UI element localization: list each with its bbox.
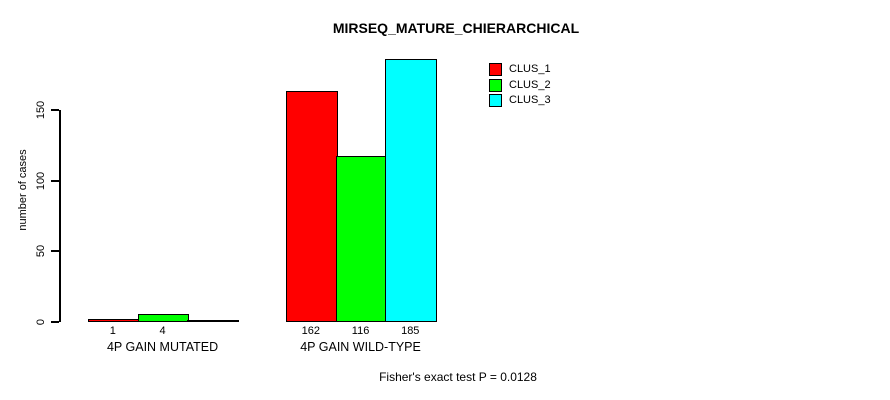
bar-value-label: 185 (401, 325, 420, 337)
bar-value-label: 1 (109, 325, 116, 337)
y-axis-label: number of cases (17, 149, 29, 231)
category-label: 4P GAIN MUTATED (106, 340, 219, 354)
y-axis-line (59, 110, 61, 322)
legend: CLUS_1 CLUS_2 CLUS_3 (489, 63, 551, 107)
y-tick-mark (51, 179, 59, 182)
y-tick-mark (51, 109, 59, 112)
legend-swatch-clus_1 (489, 63, 502, 76)
y-tick-label: 50 (35, 245, 47, 258)
bar-clus_2-group2 (335, 156, 388, 322)
y-tick-label: 150 (35, 101, 47, 120)
legend-entry: CLUS_3 (489, 94, 551, 107)
bar-clus_3-group1 (187, 320, 240, 322)
legend-entry: CLUS_1 (489, 63, 551, 76)
bar-clus_1-group2 (286, 91, 338, 322)
y-tick-mark (51, 321, 59, 323)
y-tick-label: 0 (35, 318, 47, 326)
bar-clus_3-group2 (385, 59, 438, 322)
legend-swatch-clus_2 (489, 78, 502, 92)
bar-value-label: 162 (301, 325, 321, 337)
legend-label: CLUS_2 (509, 78, 551, 91)
bar-value-label: 116 (351, 325, 370, 337)
bar-clus_1-group1 (88, 319, 140, 322)
bar-clus_2-group1 (137, 314, 190, 322)
y-tick-label: 100 (35, 171, 47, 190)
legend-label: CLUS_1 (509, 63, 551, 75)
legend-swatch-clus_3 (489, 94, 502, 107)
chart-title: MIRSEQ_MATURE_CHIERARCHICAL (332, 20, 580, 36)
bar-value-label: 4 (159, 325, 166, 337)
legend-label: CLUS_3 (509, 94, 551, 106)
annotation-text: Fisher's exact test P = 0.0128 (379, 370, 537, 384)
category-label: 4P GAIN WILD-TYPE (300, 340, 421, 354)
legend-entry: CLUS_2 (489, 78, 551, 92)
y-tick-mark (51, 250, 59, 253)
